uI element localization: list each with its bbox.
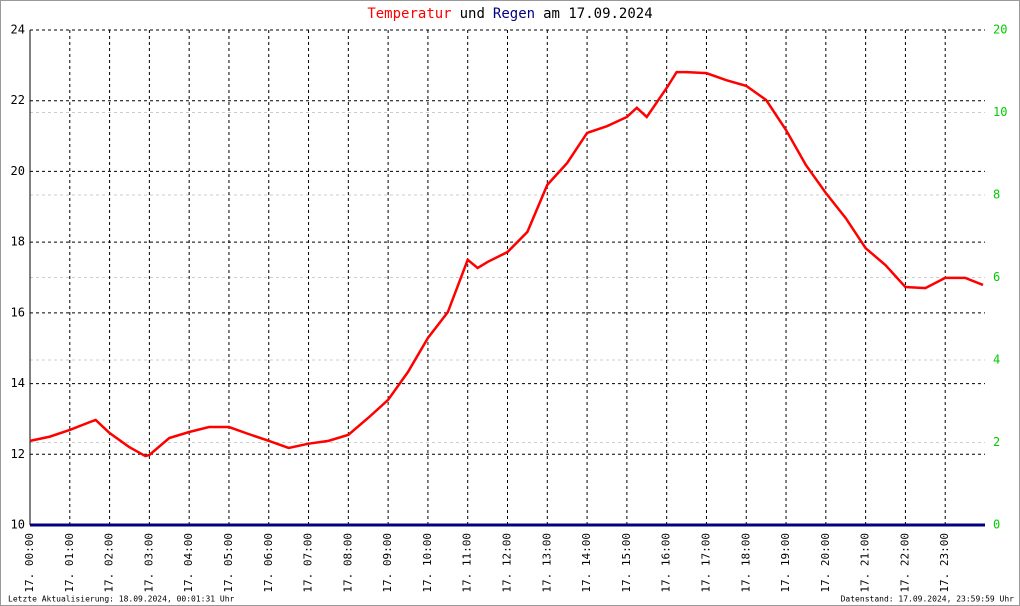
y2-tick-label: 4 bbox=[993, 353, 1000, 367]
x-tick-label: 17. 14:00 bbox=[580, 533, 593, 593]
y-tick-label: 16 bbox=[11, 305, 25, 319]
x-tick-label: 17. 20:00 bbox=[819, 533, 832, 593]
y-tick-label: 12 bbox=[11, 447, 25, 461]
x-tick-label: 17. 21:00 bbox=[859, 533, 872, 593]
x-tick-label: 17. 19:00 bbox=[779, 533, 792, 593]
x-tick-label: 17. 23:00 bbox=[938, 533, 951, 593]
y-tick-label: 22 bbox=[11, 93, 25, 107]
y-tick-label: 14 bbox=[11, 376, 25, 390]
x-tick-label: 17. 11:00 bbox=[461, 533, 474, 593]
y2-tick-label: 20 bbox=[993, 23, 1007, 37]
x-tick-label: 17. 12:00 bbox=[501, 533, 514, 593]
x-tick-label: 17. 06:00 bbox=[262, 533, 275, 593]
title-part: am 17.09.2024 bbox=[543, 6, 653, 22]
x-tick-label: 17. 04:00 bbox=[182, 533, 195, 593]
x-tick-label: 17. 01:00 bbox=[63, 533, 76, 593]
y-tick-label: 18 bbox=[11, 235, 25, 249]
title-part: Regen bbox=[493, 6, 535, 22]
x-tick-label: 17. 10:00 bbox=[421, 533, 434, 593]
chart-title: Temperatur und Regen am 17.09.2024 bbox=[367, 6, 652, 22]
y-tick-label: 24 bbox=[11, 23, 25, 37]
x-tick-label: 17. 07:00 bbox=[302, 533, 315, 593]
y2-tick-label: 6 bbox=[993, 270, 1000, 284]
x-tick-label: 17. 13:00 bbox=[540, 533, 553, 593]
x-tick-label: 17. 15:00 bbox=[620, 533, 633, 593]
y2-tick-label: 0 bbox=[993, 518, 1000, 532]
y2-tick-label: 8 bbox=[993, 188, 1000, 202]
x-tick-label: 17. 18:00 bbox=[739, 533, 752, 593]
x-tick-label: 17. 22:00 bbox=[898, 533, 911, 593]
x-tick-label: 17. 08:00 bbox=[341, 533, 354, 593]
series-line bbox=[29, 70, 984, 458]
title-part: Temperatur bbox=[367, 6, 451, 22]
y2-tick-label: 10 bbox=[993, 105, 1007, 119]
y-tick-label: 10 bbox=[11, 518, 25, 532]
x-tick-label: 17. 17:00 bbox=[699, 533, 712, 593]
title-part: und bbox=[460, 6, 485, 22]
y-tick-label: 20 bbox=[11, 164, 25, 178]
y2-tick-label: 2 bbox=[993, 435, 1000, 449]
x-tick-label: 17. 03:00 bbox=[142, 533, 155, 593]
footer-left: Letzte Aktualisierung: 18.09.2024, 00:01… bbox=[8, 595, 235, 604]
x-tick-label: 17. 00:00 bbox=[23, 533, 36, 593]
x-tick-label: 17. 16:00 bbox=[660, 533, 673, 593]
x-tick-label: 17. 02:00 bbox=[103, 533, 116, 593]
footer-right: Datenstand: 17.09.2024, 23:59:59 Uhr bbox=[841, 595, 1015, 604]
x-tick-label: 17. 09:00 bbox=[381, 533, 394, 593]
x-tick-label: 17. 05:00 bbox=[222, 533, 235, 593]
